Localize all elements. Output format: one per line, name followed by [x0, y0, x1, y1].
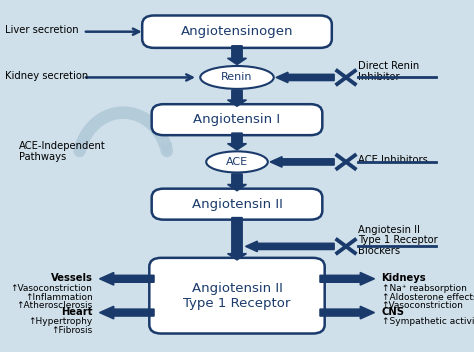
Polygon shape: [228, 133, 246, 150]
Text: Kidneys: Kidneys: [382, 273, 426, 283]
Text: Heart: Heart: [61, 307, 92, 317]
Text: ACE: ACE: [226, 157, 248, 167]
Text: Angiotesin II: Angiotesin II: [358, 225, 420, 234]
Text: Kidney secretion: Kidney secretion: [5, 71, 88, 81]
Text: ↑Atherosclerosis: ↑Atherosclerosis: [16, 301, 92, 310]
Text: Renin: Renin: [221, 73, 253, 82]
Text: ↑Hypertrophy: ↑Hypertrophy: [28, 317, 92, 326]
Text: ↑Fibrosis: ↑Fibrosis: [51, 326, 92, 335]
Polygon shape: [100, 306, 154, 319]
Text: ↑Aldosterone effects: ↑Aldosterone effects: [382, 293, 474, 302]
Text: Vessels: Vessels: [51, 273, 92, 283]
Text: Angiotensin I: Angiotensin I: [193, 113, 281, 126]
Text: ↑Vasoconstriction: ↑Vasoconstriction: [10, 284, 92, 293]
Text: Type 1 Receptor: Type 1 Receptor: [358, 235, 438, 245]
Polygon shape: [228, 218, 246, 260]
Text: ACE-Independent: ACE-Independent: [19, 141, 106, 151]
FancyBboxPatch shape: [152, 189, 322, 220]
Polygon shape: [276, 72, 334, 83]
Text: ↑Inflammation: ↑Inflammation: [25, 293, 92, 302]
Polygon shape: [320, 306, 374, 319]
FancyBboxPatch shape: [152, 104, 322, 135]
Text: Angiotensinogen: Angiotensinogen: [181, 25, 293, 38]
Text: Blockers: Blockers: [358, 246, 400, 256]
Ellipse shape: [200, 66, 274, 89]
Polygon shape: [228, 174, 246, 191]
Polygon shape: [270, 157, 334, 167]
Text: Angiotensin II
Type 1 Receptor: Angiotensin II Type 1 Receptor: [183, 282, 291, 310]
FancyBboxPatch shape: [142, 15, 332, 48]
Text: ↑Vasoconstriction: ↑Vasoconstriction: [382, 301, 464, 310]
FancyBboxPatch shape: [149, 258, 325, 334]
Polygon shape: [100, 272, 154, 285]
Text: ↑Na⁺ reabsorption: ↑Na⁺ reabsorption: [382, 284, 466, 293]
Text: Inhibitor: Inhibitor: [358, 72, 400, 82]
Text: Direct Renin: Direct Renin: [358, 61, 419, 71]
Polygon shape: [228, 90, 246, 106]
Polygon shape: [228, 46, 246, 64]
Text: CNS: CNS: [382, 307, 405, 317]
Polygon shape: [246, 241, 334, 252]
Ellipse shape: [206, 151, 268, 172]
Polygon shape: [320, 272, 374, 285]
Text: Angiotensin II: Angiotensin II: [191, 198, 283, 210]
Text: Liver secretion: Liver secretion: [5, 25, 78, 35]
Text: ↑Sympathetic activity: ↑Sympathetic activity: [382, 317, 474, 326]
Text: Pathways: Pathways: [19, 152, 66, 162]
Text: ACE Inhibitors: ACE Inhibitors: [358, 155, 428, 165]
